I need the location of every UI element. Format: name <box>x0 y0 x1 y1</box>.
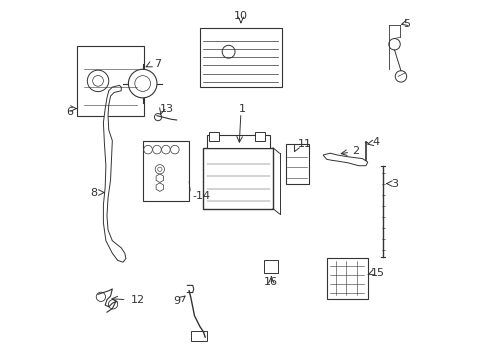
FancyBboxPatch shape <box>264 260 278 273</box>
FancyBboxPatch shape <box>326 257 367 298</box>
Text: 6: 6 <box>66 107 74 117</box>
Circle shape <box>143 145 152 154</box>
Text: 3: 3 <box>390 179 397 189</box>
Circle shape <box>222 45 235 58</box>
FancyBboxPatch shape <box>208 132 218 141</box>
Circle shape <box>152 145 161 154</box>
Text: 9: 9 <box>173 296 180 306</box>
Circle shape <box>394 71 406 82</box>
Text: 7: 7 <box>153 59 161 68</box>
FancyBboxPatch shape <box>142 141 189 202</box>
Polygon shape <box>103 85 125 262</box>
Text: 16: 16 <box>264 277 278 287</box>
Text: 10: 10 <box>233 12 247 21</box>
Circle shape <box>128 69 157 98</box>
Circle shape <box>93 76 103 86</box>
Text: 13: 13 <box>159 104 173 114</box>
Polygon shape <box>323 153 367 166</box>
FancyBboxPatch shape <box>77 46 144 116</box>
Circle shape <box>135 76 150 91</box>
Circle shape <box>96 292 105 301</box>
Polygon shape <box>156 183 163 192</box>
FancyBboxPatch shape <box>200 28 282 87</box>
Text: 2: 2 <box>351 146 358 156</box>
Text: 12: 12 <box>131 295 145 305</box>
Circle shape <box>108 300 118 309</box>
Circle shape <box>154 113 162 121</box>
Text: 5: 5 <box>403 18 409 28</box>
Circle shape <box>170 145 179 154</box>
Text: 1: 1 <box>239 104 246 113</box>
Circle shape <box>87 70 108 91</box>
Circle shape <box>162 145 170 154</box>
Text: 11: 11 <box>297 139 311 149</box>
Circle shape <box>157 167 162 171</box>
FancyBboxPatch shape <box>190 331 206 342</box>
FancyBboxPatch shape <box>285 144 308 184</box>
FancyBboxPatch shape <box>206 135 269 148</box>
Text: 4: 4 <box>372 138 379 148</box>
Text: 8: 8 <box>90 188 97 198</box>
Circle shape <box>155 165 164 174</box>
Circle shape <box>388 39 400 50</box>
Text: -14: -14 <box>192 191 210 201</box>
Polygon shape <box>156 174 163 183</box>
Text: 15: 15 <box>370 268 385 278</box>
FancyBboxPatch shape <box>203 148 272 208</box>
FancyBboxPatch shape <box>255 132 264 141</box>
